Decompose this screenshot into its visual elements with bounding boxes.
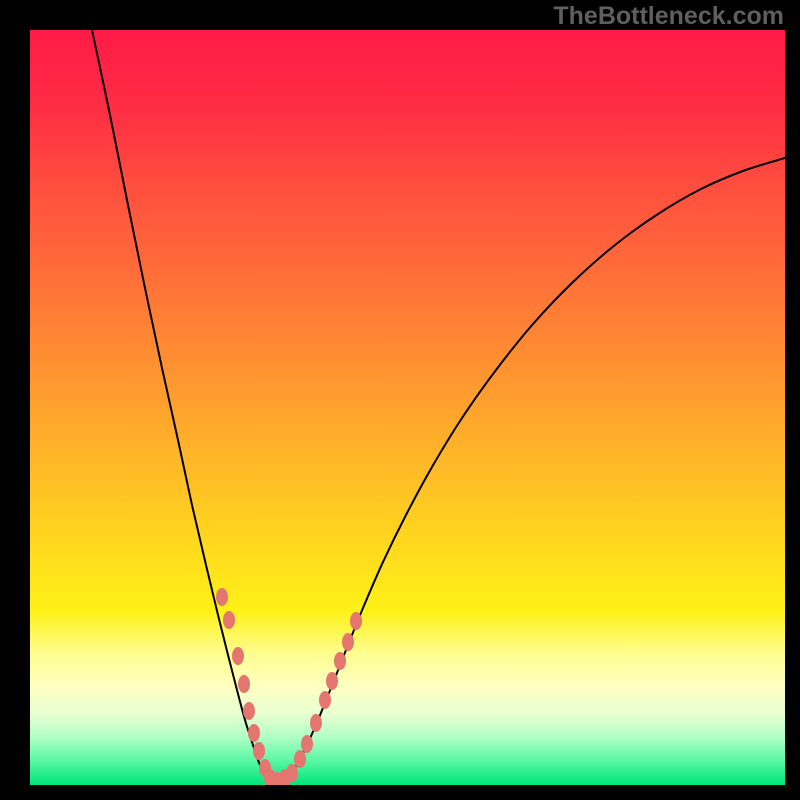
chart-root: TheBottleneck.com (0, 0, 800, 800)
curve-left-branch (92, 30, 275, 785)
marker-dot (216, 588, 228, 606)
watermark-text: TheBottleneck.com (553, 2, 784, 31)
curves-layer (30, 30, 785, 785)
marker-dot (232, 647, 244, 665)
marker-cluster-left (216, 588, 271, 777)
marker-dot (326, 672, 338, 690)
marker-dot (301, 735, 313, 753)
marker-dot (294, 750, 306, 768)
marker-dot (310, 714, 322, 732)
marker-dot (248, 724, 260, 742)
marker-dot (342, 633, 354, 651)
marker-dot (238, 675, 250, 693)
marker-cluster-right (294, 612, 362, 768)
marker-dot (319, 691, 331, 709)
plot-area (30, 30, 785, 785)
curve-right-branch (275, 158, 785, 785)
marker-dot (350, 612, 362, 630)
marker-dot (253, 742, 265, 760)
marker-dot (223, 611, 235, 629)
marker-dot (286, 764, 298, 782)
marker-dot (243, 702, 255, 720)
marker-dot (334, 652, 346, 670)
